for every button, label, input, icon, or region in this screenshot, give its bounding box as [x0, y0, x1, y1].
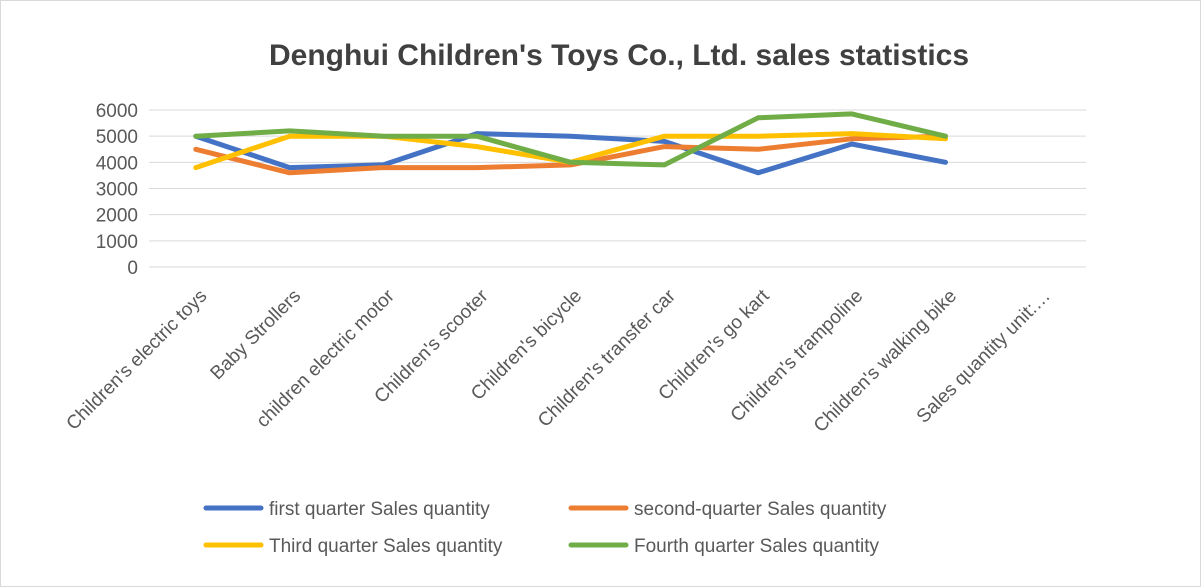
- y-axis-ticks: 0 1000 2000 3000 4000 5000 6000: [96, 101, 138, 279]
- series-line-1: [193, 131, 948, 176]
- legend: first quarter Sales quantity second-quart…: [203, 499, 887, 557]
- gridlines: [149, 109, 1086, 268]
- chart-title: Denghui Children's Toys Co., Ltd. sales …: [269, 39, 969, 72]
- series-lines: [193, 111, 948, 176]
- y-tick-label: 4000: [96, 153, 138, 174]
- y-tick-label: 0: [127, 258, 138, 279]
- x-tick-label: Baby Strollers: [207, 286, 305, 384]
- y-tick-label: 3000: [96, 180, 138, 201]
- legend-label: first quarter Sales quantity: [269, 499, 490, 520]
- series-line-2: [193, 133, 948, 176]
- x-tick-label: Children's electric toys: [63, 286, 212, 435]
- legend-label: Fourth quarter Sales quantity: [634, 536, 880, 557]
- y-tick-label: 6000: [96, 101, 138, 122]
- legend-label: Third quarter Sales quantity: [269, 536, 503, 557]
- y-tick-label: 1000: [96, 232, 138, 253]
- legend-label: second-quarter Sales quantity: [634, 499, 887, 520]
- y-tick-label: 5000: [96, 127, 138, 148]
- y-tick-label: 2000: [96, 206, 138, 227]
- series-line-4: [193, 111, 948, 168]
